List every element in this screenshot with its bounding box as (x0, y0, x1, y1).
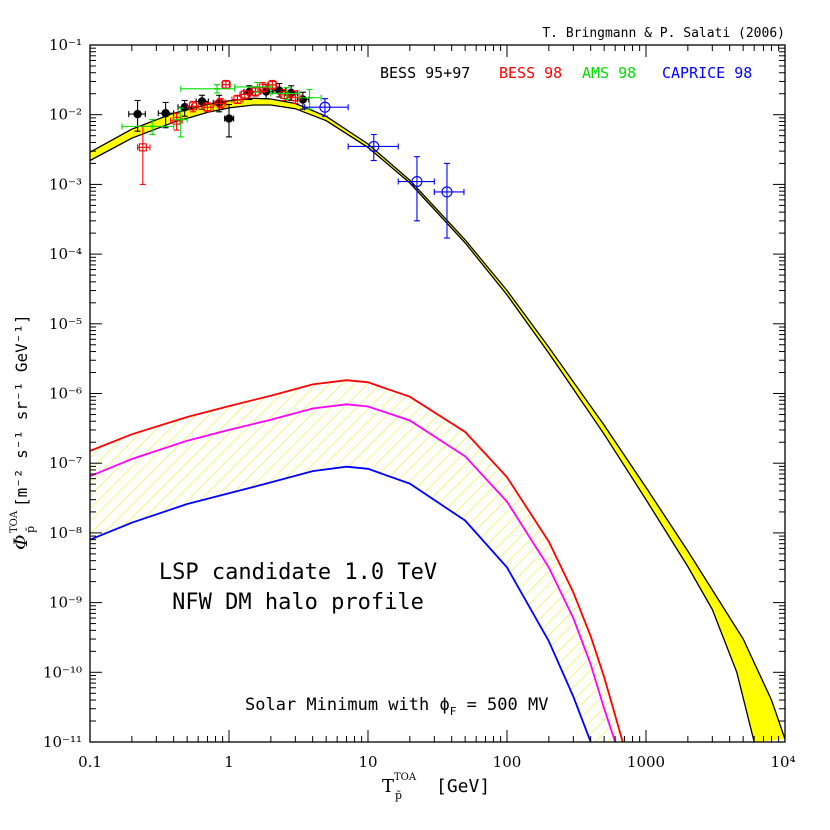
marker-open-square (172, 116, 181, 125)
marker-filled-circle (224, 114, 234, 123)
y-tick-label: 10⁻⁸ (49, 524, 82, 542)
signal-lower-line (90, 465, 592, 742)
solar-annotation: Solar Minimum with ϕF = 500 MV (245, 695, 548, 718)
legend-item-caprice-98: CAPRICE 98 (662, 64, 752, 82)
svg-text:T: T (382, 776, 394, 797)
data-point (298, 88, 322, 110)
axis-ticks-layer: 0.1 1 10 100 1000 10⁴ 10⁻¹ 10⁻² 10⁻³ 10⁻⁴ 10⁻⁵ 10⁻⁶… (43, 36, 796, 771)
data-point (173, 107, 188, 138)
credit-text: T. Bringmann & P. Salati (2006) (542, 26, 785, 41)
data-point (267, 79, 278, 91)
signal-median-line (90, 403, 617, 742)
y-tick-label: 10⁻⁹ (49, 594, 82, 612)
signal-upper-line (90, 379, 624, 742)
marker-open-square (188, 102, 197, 111)
y-tick-label: 10⁻⁵ (49, 315, 82, 333)
background-band-lower-line (90, 104, 755, 742)
data-point (214, 98, 227, 109)
data-point (157, 101, 175, 129)
x-axis-label-sup: TOA (394, 772, 417, 783)
y-tick-label: 10⁻¹¹ (43, 733, 82, 751)
marker-open-circle (441, 186, 453, 198)
x-tick-label: 0.1 (78, 753, 102, 771)
data-point (347, 133, 399, 162)
x-tick-label: 10⁴ (770, 753, 795, 771)
marker-open-square (233, 95, 242, 104)
data-point (221, 79, 231, 89)
model-annotation: LSP candidate 1.0 TeV NFW DM halo profil… (159, 560, 437, 615)
x-tick-label: 10 (358, 753, 377, 771)
data-point (278, 88, 290, 102)
annotation-line-2: NFW DM halo profile (172, 590, 424, 615)
data-point (270, 87, 300, 101)
y-axis-label: Φ TOA p̄ [m⁻² s⁻¹ sr⁻¹ GeV⁻¹] (9, 314, 37, 550)
y-tick-label: 10⁻¹ (49, 36, 82, 54)
data-point (121, 119, 175, 136)
data-point (170, 112, 183, 131)
marker-open-square (216, 99, 225, 108)
x-tick-label: 1000 (627, 753, 665, 771)
y-tick-label: 10⁻⁷ (49, 454, 82, 472)
marker-filled-circle (275, 86, 284, 95)
marker-open-square (221, 80, 230, 89)
data-point (186, 100, 199, 113)
y-axis-label-phi: Φ (10, 534, 32, 550)
svg-text:Solar Minimum with ϕF = 500 MV: Solar Minimum with ϕF = 500 MV (245, 695, 548, 718)
marker-open-square (138, 143, 147, 152)
data-point (231, 94, 244, 105)
data-point (180, 84, 236, 94)
data-points-layer (121, 79, 465, 239)
y-tick-label: 10⁻⁴ (49, 245, 82, 263)
data-point (201, 101, 214, 113)
marker-open-circle (368, 140, 380, 153)
marker-filled-circle (298, 95, 308, 104)
x-tick-label: 100 (493, 753, 522, 771)
y-axis-label-sub: p̄ (24, 526, 37, 533)
marker-open-square (268, 80, 277, 89)
solar-text: Solar Minimum with ϕ (245, 695, 450, 715)
data-point (304, 98, 349, 117)
signal-band-hatch (90, 380, 623, 742)
data-point (397, 156, 435, 222)
data-point (234, 81, 272, 93)
marker-open-circle (319, 101, 331, 113)
marker-open-square (280, 90, 289, 100)
solar-sub: F (450, 705, 457, 718)
y-tick-label: 10⁻² (49, 106, 82, 124)
x-axis-label-sub: p̄ (395, 789, 402, 802)
y-axis-label-sup: TOA (9, 510, 20, 533)
signal-band-layer (90, 379, 624, 742)
data-point (128, 99, 146, 132)
x-axis-label: T TOA p̄ [GeV] (382, 772, 490, 802)
y-axis-label-unit: [m⁻² s⁻¹ sr⁻¹ GeV⁻¹] (12, 314, 31, 507)
data-point (239, 90, 251, 100)
annotation-line-1: LSP candidate 1.0 TeV (159, 560, 437, 585)
data-point (433, 162, 465, 239)
y-tick-label: 10⁻³ (49, 175, 82, 193)
legend-item-bess-98: BESS 98 (499, 64, 562, 82)
y-tick-label: 10⁻¹⁰ (43, 663, 82, 681)
marker-filled-circle (133, 109, 142, 119)
legend: BESS 95+97 BESS 98 AMS 98 CAPRICE 98 (380, 64, 752, 82)
solar-value: = 500 MV (467, 695, 549, 715)
data-point (224, 103, 235, 138)
marker-open-square (240, 90, 249, 99)
x-axis-label-main: T (382, 776, 394, 797)
marker-open-circle (411, 175, 423, 188)
marker-open-square (203, 103, 212, 112)
legend-item-bess-95-97: BESS 95+97 (380, 64, 470, 82)
y-tick-label: 10⁻⁶ (49, 385, 82, 403)
legend-item-ams-98: AMS 98 (582, 64, 636, 82)
x-axis-label-unit: [GeV] (436, 776, 490, 797)
x-tick-label: 1 (224, 753, 234, 771)
plot-frame (89, 44, 786, 743)
marker-filled-circle (161, 109, 170, 118)
